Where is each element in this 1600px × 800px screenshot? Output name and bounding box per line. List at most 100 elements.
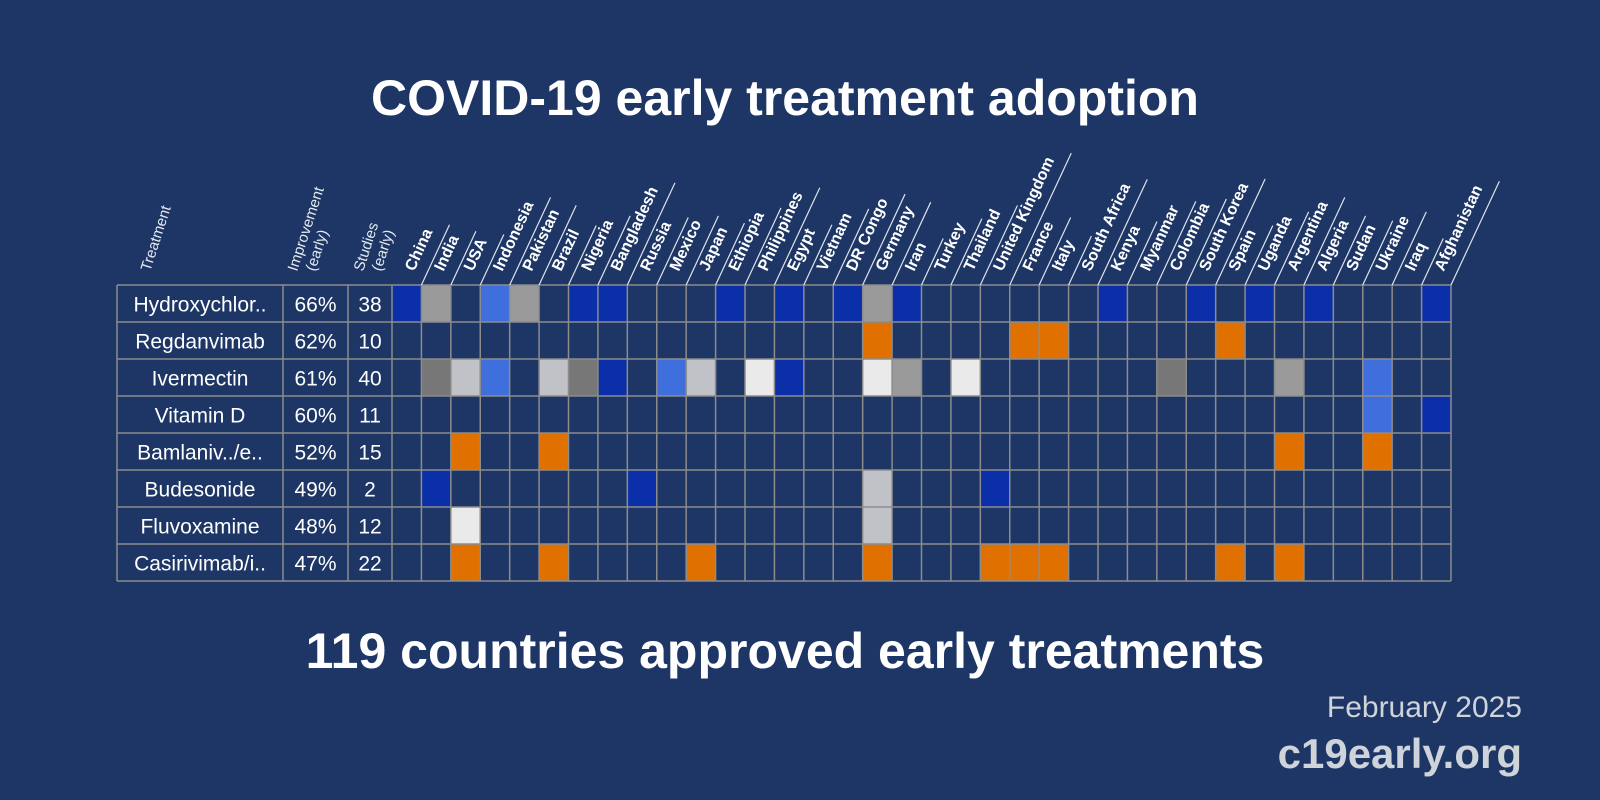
improvement-cell: 48% (294, 516, 336, 539)
studies-cell: 11 (359, 405, 381, 428)
studies-cell: 40 (358, 368, 381, 391)
approval-cell (833, 285, 863, 322)
approval-cell (568, 359, 598, 396)
header-divider (685, 215, 719, 286)
improvement-cell: 47% (294, 553, 336, 576)
studies-cell: 38 (358, 294, 381, 317)
approval-cell (686, 544, 716, 581)
approval-cell (862, 507, 893, 544)
header-divider (1244, 225, 1274, 286)
approval-cell (745, 359, 775, 396)
header-divider (1450, 181, 1500, 286)
approval-cell (480, 359, 510, 396)
approval-cell (1274, 544, 1304, 581)
header-divider (862, 193, 906, 286)
header-divider (803, 224, 833, 286)
approval-cell (1009, 322, 1040, 359)
header-divider (979, 205, 1018, 286)
header-divider (656, 217, 689, 286)
approval-cell (1215, 322, 1246, 359)
header-divider (509, 197, 552, 286)
studies-cell: 15 (358, 442, 381, 465)
header-divider (832, 208, 870, 286)
header-divider (950, 218, 983, 286)
approval-cell (892, 359, 922, 396)
header-divider (920, 238, 944, 286)
approval-cell (568, 285, 598, 322)
header-divider (538, 205, 577, 286)
header-divider (450, 230, 477, 286)
approval-cell (1098, 285, 1128, 322)
header-divider (715, 222, 745, 286)
improvement-cell: 66% (294, 294, 336, 317)
approval-cell (1303, 285, 1334, 322)
header-divider (1097, 179, 1148, 286)
header-divider (773, 187, 821, 286)
approval-cell (480, 285, 510, 322)
approval-cell (862, 322, 893, 359)
treatment-cell: Budesonide (145, 479, 256, 502)
approval-cell (1186, 285, 1216, 322)
header-divider (1156, 201, 1197, 286)
header-divider (1332, 215, 1367, 286)
header-divider (1421, 238, 1444, 286)
approval-cell (597, 285, 628, 322)
site: c19early.org (1278, 730, 1522, 777)
approval-cell (1009, 544, 1040, 581)
approval-cell (1274, 433, 1304, 470)
treatment-cell: Bamlaniv../e.. (137, 442, 263, 465)
approval-cell (392, 285, 422, 322)
approval-cell (509, 285, 540, 322)
header-divider (1009, 152, 1072, 286)
approval-cell (774, 285, 804, 322)
header-divider (1038, 217, 1072, 286)
summary: 119 countries approved early treatments (306, 623, 1265, 679)
approval-cell (656, 359, 687, 396)
approval-cell (862, 544, 893, 581)
improvement-cell: 61% (294, 368, 336, 391)
header-divider (1303, 197, 1346, 286)
treatment-cell: Hydroxychlor.. (133, 294, 266, 317)
header-divider (479, 234, 505, 286)
approval-cell (450, 544, 481, 581)
improvement-cell: 62% (294, 331, 336, 354)
approval-cell (715, 285, 745, 322)
approval-cell (686, 359, 716, 396)
approval-cell (774, 359, 804, 396)
approval-cell (1362, 359, 1393, 396)
approval-cell (539, 359, 569, 396)
header-divider (744, 207, 782, 286)
treatment-cell: Regdanvimab (135, 331, 265, 354)
header-divider (420, 224, 451, 286)
treatment-cell: Casirivimab/i.. (134, 553, 266, 576)
approval-cell (862, 285, 893, 322)
treatment-cell: Fluvoxamine (140, 516, 259, 539)
approval-cell (539, 433, 569, 470)
date: February 2025 (1327, 691, 1522, 724)
approval-cell (1421, 396, 1451, 433)
approval-cell (1039, 322, 1069, 359)
approval-cell (1274, 359, 1304, 396)
approval-cell (862, 470, 893, 507)
studies-cell: 2 (364, 479, 376, 502)
approval-cell (892, 285, 922, 322)
approval-cell (597, 359, 628, 396)
header-divider (1362, 220, 1394, 286)
approval-cell (421, 285, 451, 322)
approval-cell (450, 359, 481, 396)
approval-cell (1362, 433, 1393, 470)
improvement-cell: 60% (294, 405, 336, 428)
header-divider (597, 215, 631, 286)
approval-cell (627, 470, 657, 507)
header-divider (1185, 198, 1227, 286)
header-divider (567, 225, 597, 286)
improvement-cell: 52% (294, 442, 336, 465)
approval-cell (980, 544, 1010, 581)
approval-cell (1039, 544, 1069, 581)
treatment-cell: Ivermectin (152, 368, 249, 391)
approval-cell (1421, 285, 1451, 322)
approval-cell (950, 359, 981, 396)
approval-cell (980, 470, 1010, 507)
header-divider (891, 201, 932, 286)
